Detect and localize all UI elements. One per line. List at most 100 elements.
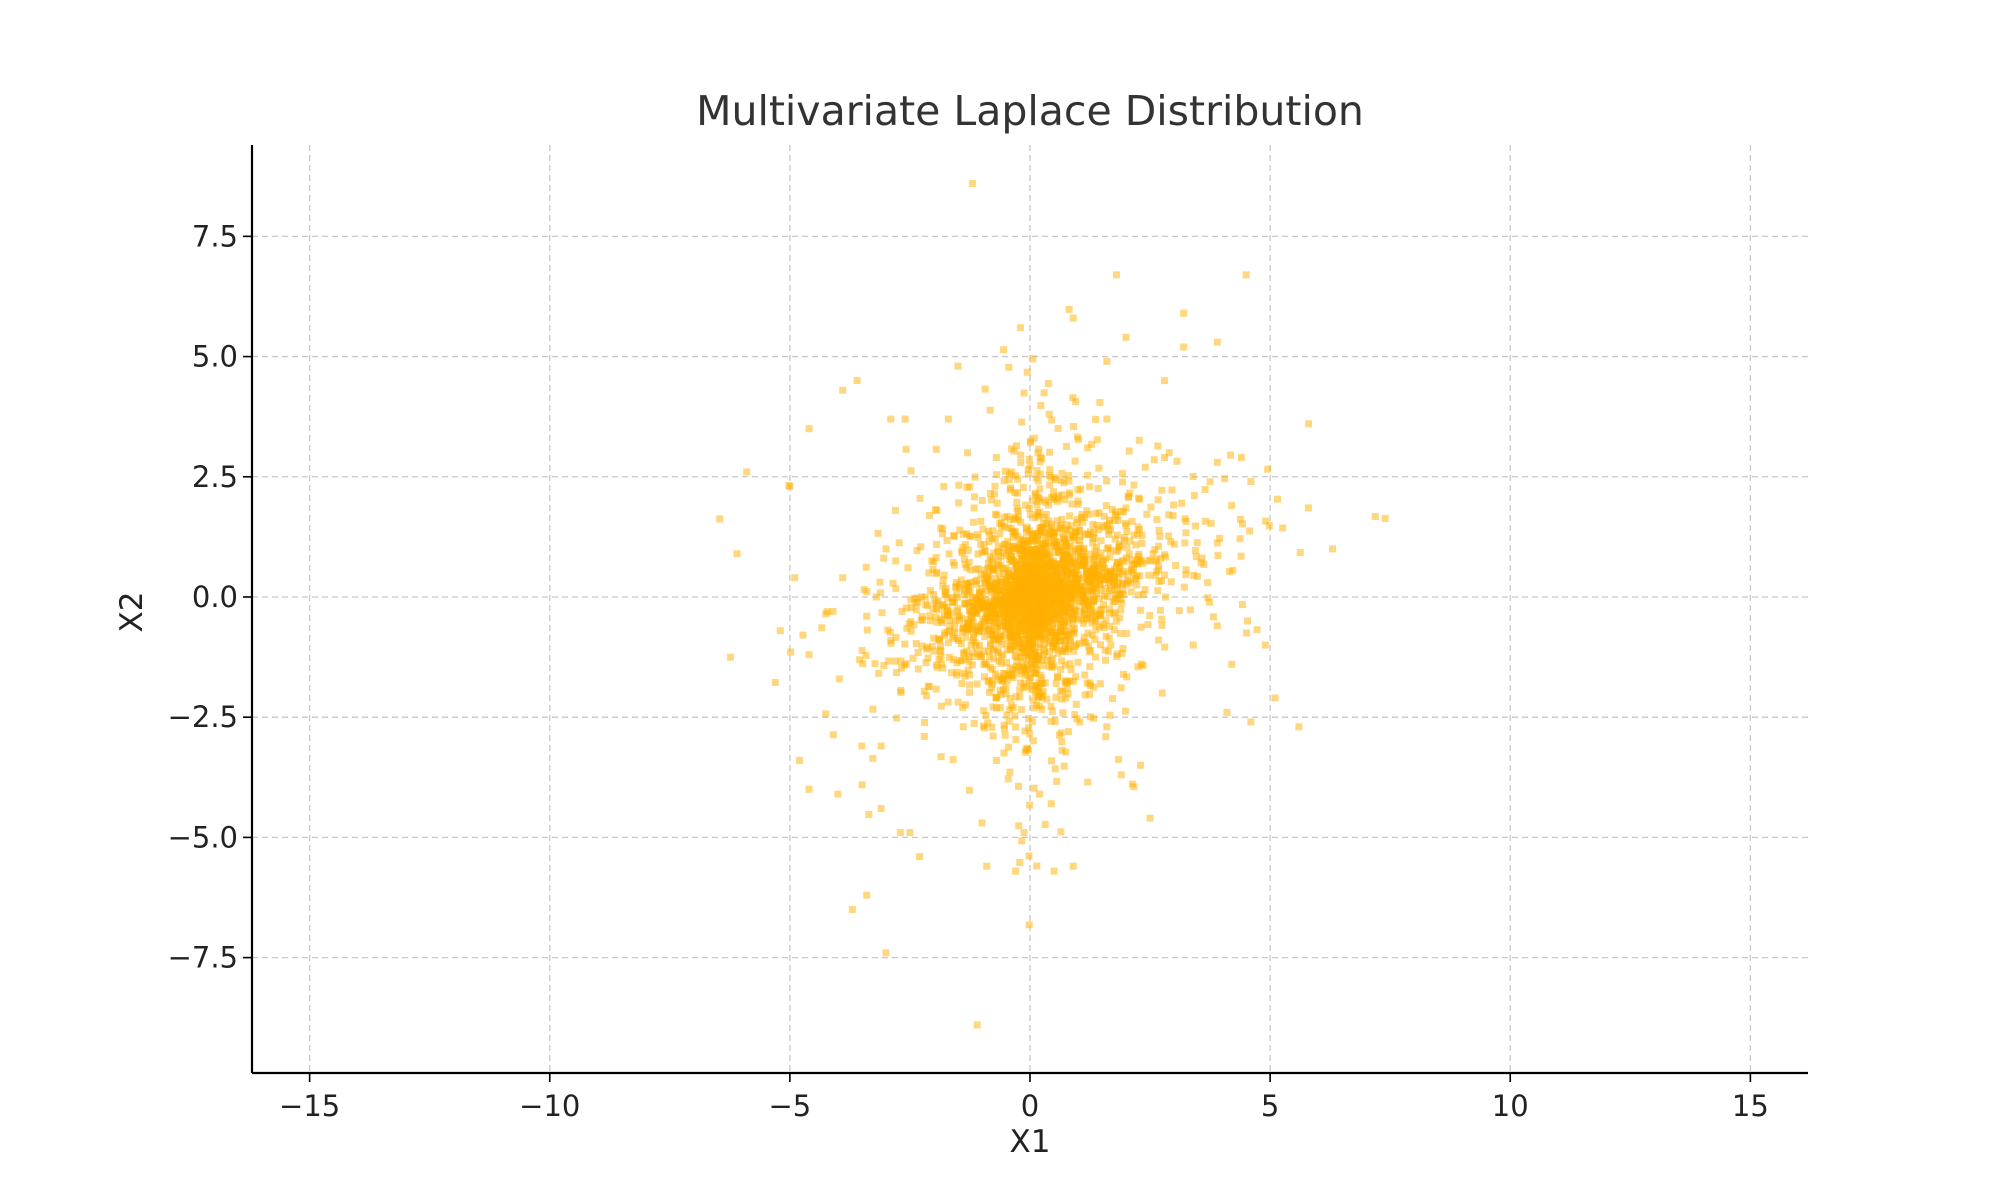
data-point xyxy=(1095,612,1103,620)
data-point xyxy=(1072,584,1080,592)
data-point xyxy=(1190,492,1198,500)
data-point xyxy=(1154,587,1162,595)
data-point xyxy=(1054,425,1062,433)
data-point xyxy=(1025,504,1033,512)
data-point xyxy=(1090,555,1098,563)
data-point xyxy=(862,651,870,659)
data-point xyxy=(1052,614,1060,622)
data-point xyxy=(907,467,915,475)
data-point xyxy=(1026,551,1034,559)
data-point xyxy=(1011,545,1019,553)
data-point xyxy=(913,599,921,607)
data-point xyxy=(1091,616,1099,624)
data-point xyxy=(1099,522,1107,530)
data-point xyxy=(1020,829,1028,837)
data-point xyxy=(1014,612,1022,620)
data-point xyxy=(1111,535,1119,543)
data-point xyxy=(1213,458,1221,466)
data-point xyxy=(1027,437,1035,445)
data-point xyxy=(1052,542,1060,550)
data-point xyxy=(933,663,941,671)
data-point xyxy=(931,506,939,514)
data-point xyxy=(716,515,724,523)
data-point xyxy=(1237,515,1245,523)
data-point xyxy=(1036,458,1044,466)
data-point xyxy=(1033,501,1041,509)
data-point xyxy=(1006,694,1014,702)
data-point xyxy=(1025,715,1033,723)
data-point xyxy=(1003,576,1011,584)
ticks: −15 −10 −5 0 5 10 15 −7.5 −5.0 −2.5 0.0 2.5 5.0 7.5 xyxy=(168,219,1769,1123)
data-point xyxy=(1130,783,1138,791)
data-point xyxy=(1063,684,1071,692)
data-point xyxy=(1237,454,1245,462)
data-point xyxy=(1036,640,1044,648)
data-point xyxy=(1007,642,1015,650)
data-point xyxy=(1128,569,1136,577)
data-point xyxy=(984,527,992,535)
data-point xyxy=(1068,500,1076,508)
data-point xyxy=(951,618,959,626)
data-point xyxy=(1012,867,1020,875)
data-point xyxy=(1106,605,1114,613)
data-point xyxy=(1082,639,1090,647)
data-point xyxy=(1243,617,1251,625)
data-point xyxy=(1076,536,1084,544)
data-point xyxy=(1186,606,1194,614)
data-point xyxy=(1057,666,1065,674)
data-point xyxy=(1031,489,1039,497)
data-point xyxy=(1063,521,1071,529)
data-point xyxy=(945,653,953,661)
data-point xyxy=(1138,532,1146,540)
data-point xyxy=(1210,613,1218,621)
data-point xyxy=(989,527,997,535)
data-point xyxy=(1003,711,1011,719)
data-point xyxy=(962,633,970,641)
data-point xyxy=(976,641,984,649)
data-point xyxy=(1133,581,1141,589)
data-point xyxy=(863,626,871,634)
data-point xyxy=(1007,484,1015,492)
data-point xyxy=(1095,464,1103,472)
data-point xyxy=(1072,700,1080,708)
data-point xyxy=(1213,622,1221,630)
data-point xyxy=(1081,513,1089,521)
data-point xyxy=(961,655,969,663)
data-point xyxy=(1173,457,1181,465)
data-point xyxy=(948,669,956,677)
data-point xyxy=(1081,553,1089,561)
data-point xyxy=(1216,534,1224,542)
data-point xyxy=(1134,591,1142,599)
data-point xyxy=(994,647,1002,655)
data-point xyxy=(863,891,871,899)
data-point xyxy=(1077,553,1085,561)
data-point xyxy=(805,651,813,659)
data-point xyxy=(1057,828,1065,836)
data-point xyxy=(822,710,830,718)
data-point xyxy=(1023,641,1031,649)
data-point xyxy=(1029,737,1037,745)
data-point xyxy=(1088,440,1096,448)
data-point xyxy=(1011,712,1019,720)
data-point xyxy=(1273,495,1281,503)
data-point xyxy=(858,742,866,750)
data-point xyxy=(1213,338,1221,346)
data-point xyxy=(1016,693,1024,701)
data-point xyxy=(937,524,945,532)
data-point xyxy=(1019,483,1027,491)
data-point xyxy=(977,570,985,578)
y-tick-label: 5.0 xyxy=(192,340,238,374)
data-point xyxy=(1085,510,1093,518)
data-point xyxy=(990,645,998,653)
data-point xyxy=(992,636,1000,644)
data-point xyxy=(1265,522,1273,530)
data-point xyxy=(1022,501,1030,509)
data-point xyxy=(1223,708,1231,716)
data-point xyxy=(1102,632,1110,640)
data-point xyxy=(1125,447,1133,455)
data-point xyxy=(1030,434,1038,442)
data-point xyxy=(976,605,984,613)
data-point xyxy=(1023,523,1031,531)
data-point xyxy=(946,616,954,624)
